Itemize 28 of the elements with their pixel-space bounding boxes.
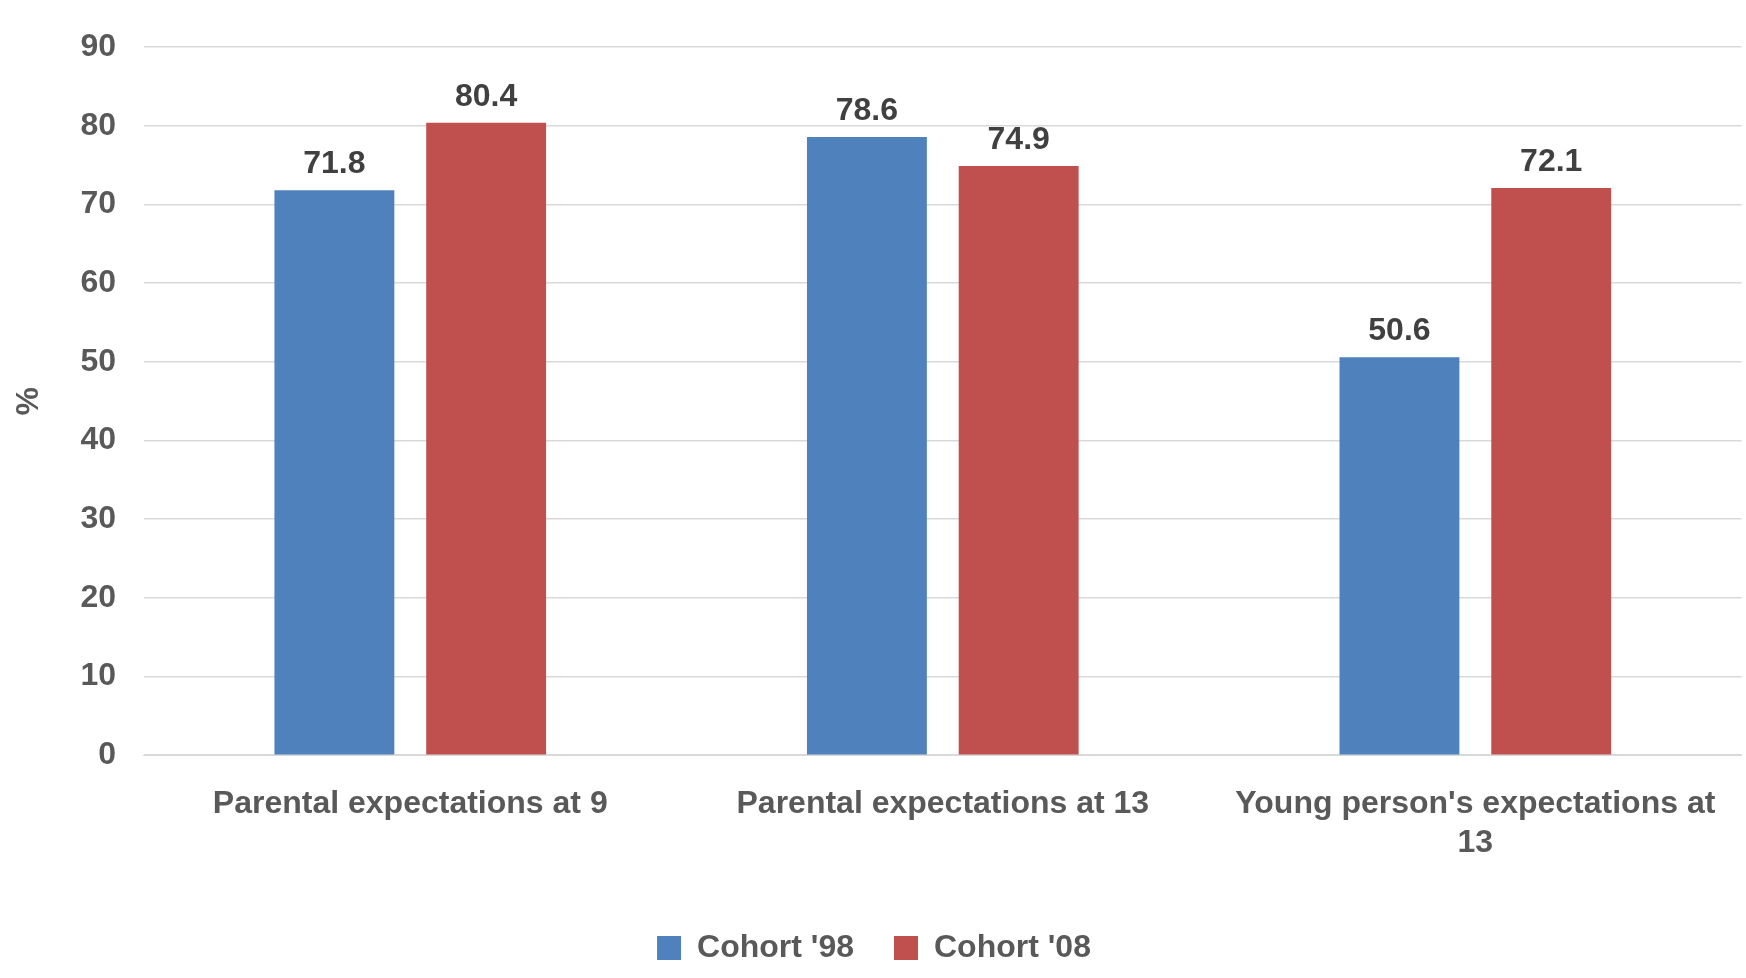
data-label: 80.4 [455,76,518,113]
bar [1491,188,1612,755]
x-tick-label: Young person's expectations at 13 [1235,784,1716,859]
y-axis-title: % [9,386,46,416]
y-tick-label: 60 [80,263,116,300]
y-tick-label: 20 [80,577,116,614]
y-tick-label: 80 [80,105,116,142]
bar [806,136,927,755]
x-tick-label: Parental expectations at 9 [212,784,608,821]
y-tick-label: 70 [80,184,116,221]
data-label: 50.6 [1368,310,1431,347]
y-tick-label: 50 [80,341,116,378]
bar [1339,357,1460,755]
data-label: 78.6 [835,90,899,127]
y-tick-label: 40 [80,420,116,457]
data-label: 74.9 [987,119,1050,156]
y-tick-label: 30 [80,499,116,536]
y-tick-label: 0 [98,735,116,772]
bar [958,165,1079,755]
bar [274,190,395,755]
bar [426,122,547,755]
data-label: 72.1 [1520,141,1583,178]
y-tick-label: 90 [80,27,116,64]
y-tick-label: 10 [80,656,116,693]
legend-label: Cohort '08 [934,927,1091,964]
x-tick-label: Parental expectations at 13 [736,784,1150,821]
legend-label: Cohort '98 [697,927,854,964]
data-label: 71.8 [303,144,366,181]
